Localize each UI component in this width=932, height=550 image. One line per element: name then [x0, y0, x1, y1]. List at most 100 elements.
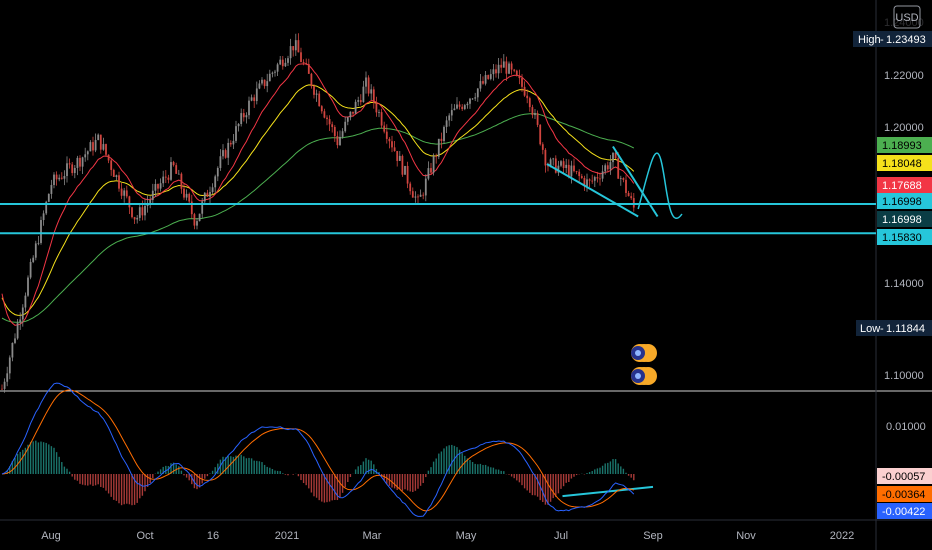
candle-body — [224, 150, 227, 158]
candle-body — [591, 180, 594, 182]
candle-body — [461, 106, 464, 110]
candle-body — [632, 198, 635, 208]
candle-body — [578, 171, 581, 177]
high-value: 1.23493 — [886, 34, 926, 46]
wedge-upper-line — [612, 145, 659, 218]
candle-body — [219, 156, 222, 169]
candle-body — [214, 176, 217, 188]
candle-body — [617, 158, 620, 179]
macd-line — [1, 382, 635, 517]
price-tag-text: 1.16998 — [882, 214, 922, 226]
price-tag-support-upper: 1.16998 — [877, 193, 932, 209]
candle-body — [115, 175, 118, 177]
candle-body — [560, 161, 562, 166]
candle-body — [305, 63, 308, 65]
candle-body — [206, 192, 209, 197]
candle-body — [81, 157, 84, 167]
candle-body — [73, 167, 76, 174]
candle-body — [128, 196, 131, 208]
events-coin-icon[interactable] — [631, 367, 657, 385]
moving-averages — [1, 63, 635, 326]
candle-body — [406, 165, 409, 184]
candle-body — [495, 69, 497, 74]
high-label: High — [858, 34, 881, 46]
low-marker[interactable]: Low - 1.11844 — [856, 320, 932, 336]
candle-body — [58, 177, 61, 180]
candle-body — [614, 152, 617, 159]
candle-body — [66, 163, 68, 177]
candle-body — [86, 151, 89, 155]
candle-body — [177, 173, 180, 175]
candle-body — [326, 117, 328, 120]
candle-body — [466, 103, 469, 106]
candle-body — [489, 74, 492, 79]
candle-body — [580, 176, 583, 178]
trend-drawings[interactable] — [546, 145, 683, 498]
indicator-tick: 0.01000 — [886, 421, 926, 433]
candle-body — [583, 177, 586, 187]
candle-body — [502, 61, 505, 68]
candle-body — [534, 113, 536, 116]
time-tick: 16 — [207, 530, 219, 542]
candle-body — [539, 124, 542, 145]
price-tick: 1.10000 — [884, 370, 924, 382]
candle-body — [284, 62, 287, 67]
candle-body — [570, 165, 573, 177]
candle-body — [391, 141, 393, 148]
candle-body — [138, 207, 141, 218]
indicator-tag-text: -0.00364 — [882, 489, 925, 501]
events-coin-icon[interactable] — [631, 344, 657, 362]
candle-body — [149, 199, 152, 203]
candle-body — [71, 164, 74, 174]
candle-body — [557, 165, 560, 173]
candle-body — [232, 140, 235, 145]
indicator-tag-macd: -0.00422 — [877, 503, 932, 519]
candle-body — [125, 190, 128, 197]
candle-body — [593, 177, 596, 181]
candle-body — [37, 242, 40, 244]
candle-body — [604, 165, 607, 172]
horizontal-levels[interactable] — [0, 203, 876, 235]
candle-body — [331, 124, 334, 128]
currency-badge[interactable]: USD — [893, 5, 921, 29]
candle-body — [627, 192, 630, 197]
candle-body — [435, 155, 438, 157]
candle-body — [287, 58, 289, 63]
candle-body — [235, 126, 237, 141]
candle-body — [263, 79, 266, 87]
candle-body — [276, 64, 279, 72]
candle-body — [328, 119, 331, 125]
time-tick: Nov — [736, 530, 756, 542]
candle-body — [445, 120, 448, 127]
candle-body — [271, 72, 274, 74]
candle-body — [430, 168, 432, 173]
candle-body — [68, 163, 71, 165]
candle-body — [469, 98, 471, 104]
candle-body — [359, 100, 362, 103]
candle-body — [76, 157, 79, 168]
candle-body — [497, 64, 500, 74]
candle-body — [34, 243, 37, 258]
candle-body — [492, 69, 495, 75]
candle-body — [622, 177, 625, 180]
candle-body — [248, 100, 250, 116]
candle-body — [362, 86, 365, 103]
candle-body — [398, 155, 401, 161]
candle-body — [619, 177, 622, 179]
candle-body — [487, 75, 490, 79]
candle-body — [131, 207, 133, 218]
candle-body — [112, 169, 115, 177]
price-tag-text: 1.18048 — [882, 158, 922, 170]
candle-body — [185, 193, 188, 198]
candle-body — [437, 138, 440, 157]
price-tag-text: 1.16998 — [882, 196, 922, 208]
candle-body — [27, 277, 29, 296]
candle-body — [157, 184, 159, 189]
candle-body — [60, 177, 63, 179]
candle-body — [281, 59, 284, 67]
candle-body — [133, 217, 136, 220]
high-marker[interactable]: High - 1.23493 — [853, 31, 932, 47]
time-tick: Sep — [643, 530, 663, 542]
candle-body — [110, 160, 113, 170]
